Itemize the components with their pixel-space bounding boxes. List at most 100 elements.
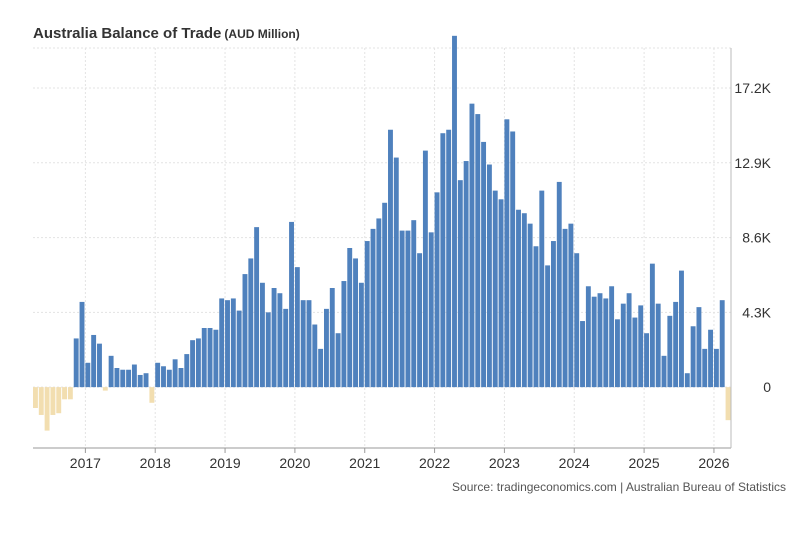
bar — [550, 241, 556, 388]
x-tick-label: 2022 — [419, 455, 450, 471]
bar — [539, 190, 545, 388]
bar — [33, 387, 38, 408]
bar — [690, 326, 696, 388]
bar — [417, 253, 423, 388]
y-axis: 0 4.3K 8.6K 12.9K 17.2K — [730, 48, 772, 448]
chart-subtitle: (AUD Million) — [224, 27, 300, 41]
bar — [358, 282, 364, 388]
bar — [341, 281, 347, 388]
bar — [225, 300, 230, 388]
bar — [143, 373, 149, 388]
bar — [318, 348, 324, 388]
bar — [661, 355, 667, 388]
bar — [486, 164, 492, 388]
bar — [312, 324, 318, 388]
bar — [242, 274, 248, 388]
bar — [679, 270, 684, 388]
bar — [294, 267, 300, 388]
bar — [533, 246, 539, 388]
bar — [399, 230, 405, 388]
bar — [521, 213, 527, 388]
bar — [91, 334, 97, 388]
bar — [201, 328, 207, 388]
x-tick-label: 2017 — [70, 455, 101, 471]
bar — [166, 369, 172, 388]
bar — [452, 35, 457, 388]
bar — [190, 340, 196, 388]
bar — [719, 300, 725, 388]
x-tick-label: 2023 — [489, 455, 520, 471]
bar — [603, 298, 609, 388]
bar — [393, 157, 399, 388]
bar — [120, 369, 126, 388]
bar — [56, 387, 62, 414]
bar — [97, 343, 102, 388]
bar — [620, 303, 626, 388]
bar — [498, 199, 504, 388]
bar — [580, 321, 585, 388]
y-tick-label: 4.3K — [742, 304, 771, 320]
bar — [585, 286, 591, 388]
bar — [155, 362, 161, 388]
bar — [277, 293, 283, 388]
x-tick-label: 2018 — [140, 455, 171, 471]
bar — [248, 258, 254, 388]
bar — [271, 288, 277, 388]
bar-series — [33, 35, 731, 431]
bar — [649, 263, 655, 388]
x-axis: 2017 2018 2019 2020 2021 2022 2023 2024 2025 2026 — [33, 447, 731, 471]
bar — [574, 253, 580, 388]
bar — [149, 387, 155, 403]
bar — [684, 373, 690, 388]
bar — [172, 359, 178, 388]
bar — [300, 300, 306, 388]
bar — [131, 364, 137, 388]
bar — [364, 241, 370, 388]
x-tick-label: 2025 — [629, 455, 660, 471]
bar — [114, 368, 120, 388]
bar — [708, 329, 714, 388]
bar — [516, 209, 521, 388]
bar — [591, 296, 597, 388]
bar — [382, 202, 388, 388]
bar — [388, 129, 393, 388]
bar — [626, 293, 632, 388]
bar — [713, 348, 719, 388]
bar — [556, 181, 562, 388]
bar — [259, 282, 265, 388]
chart-title-wrap: Australia Balance of Trade (AUD Million) — [33, 25, 300, 43]
bar — [236, 310, 242, 388]
bar — [329, 288, 335, 388]
bar — [370, 228, 376, 388]
bar — [655, 303, 661, 388]
bar — [644, 333, 649, 388]
bar — [457, 180, 463, 388]
bar — [38, 387, 44, 415]
bar — [195, 338, 201, 388]
bar — [254, 227, 260, 388]
y-tick-label: 17.2K — [734, 80, 771, 96]
bar — [469, 103, 475, 388]
grid-lines — [33, 47, 731, 448]
bar — [85, 362, 91, 388]
bar — [335, 333, 341, 388]
bar — [289, 221, 294, 388]
bar — [597, 293, 603, 388]
bar — [632, 317, 638, 388]
bar — [213, 329, 219, 388]
bar — [79, 301, 85, 388]
bar — [324, 308, 329, 388]
y-tick-label: 8.6K — [742, 230, 771, 246]
bar — [440, 133, 446, 388]
bar — [434, 192, 440, 388]
bar — [67, 387, 73, 400]
x-tick-label: 2020 — [279, 455, 310, 471]
x-tick-label: 2019 — [209, 455, 240, 471]
bar — [161, 366, 166, 388]
bar — [504, 119, 510, 388]
x-tick-label: 2021 — [349, 455, 380, 471]
bar — [492, 190, 498, 388]
bar — [673, 301, 679, 388]
bar — [126, 369, 132, 388]
